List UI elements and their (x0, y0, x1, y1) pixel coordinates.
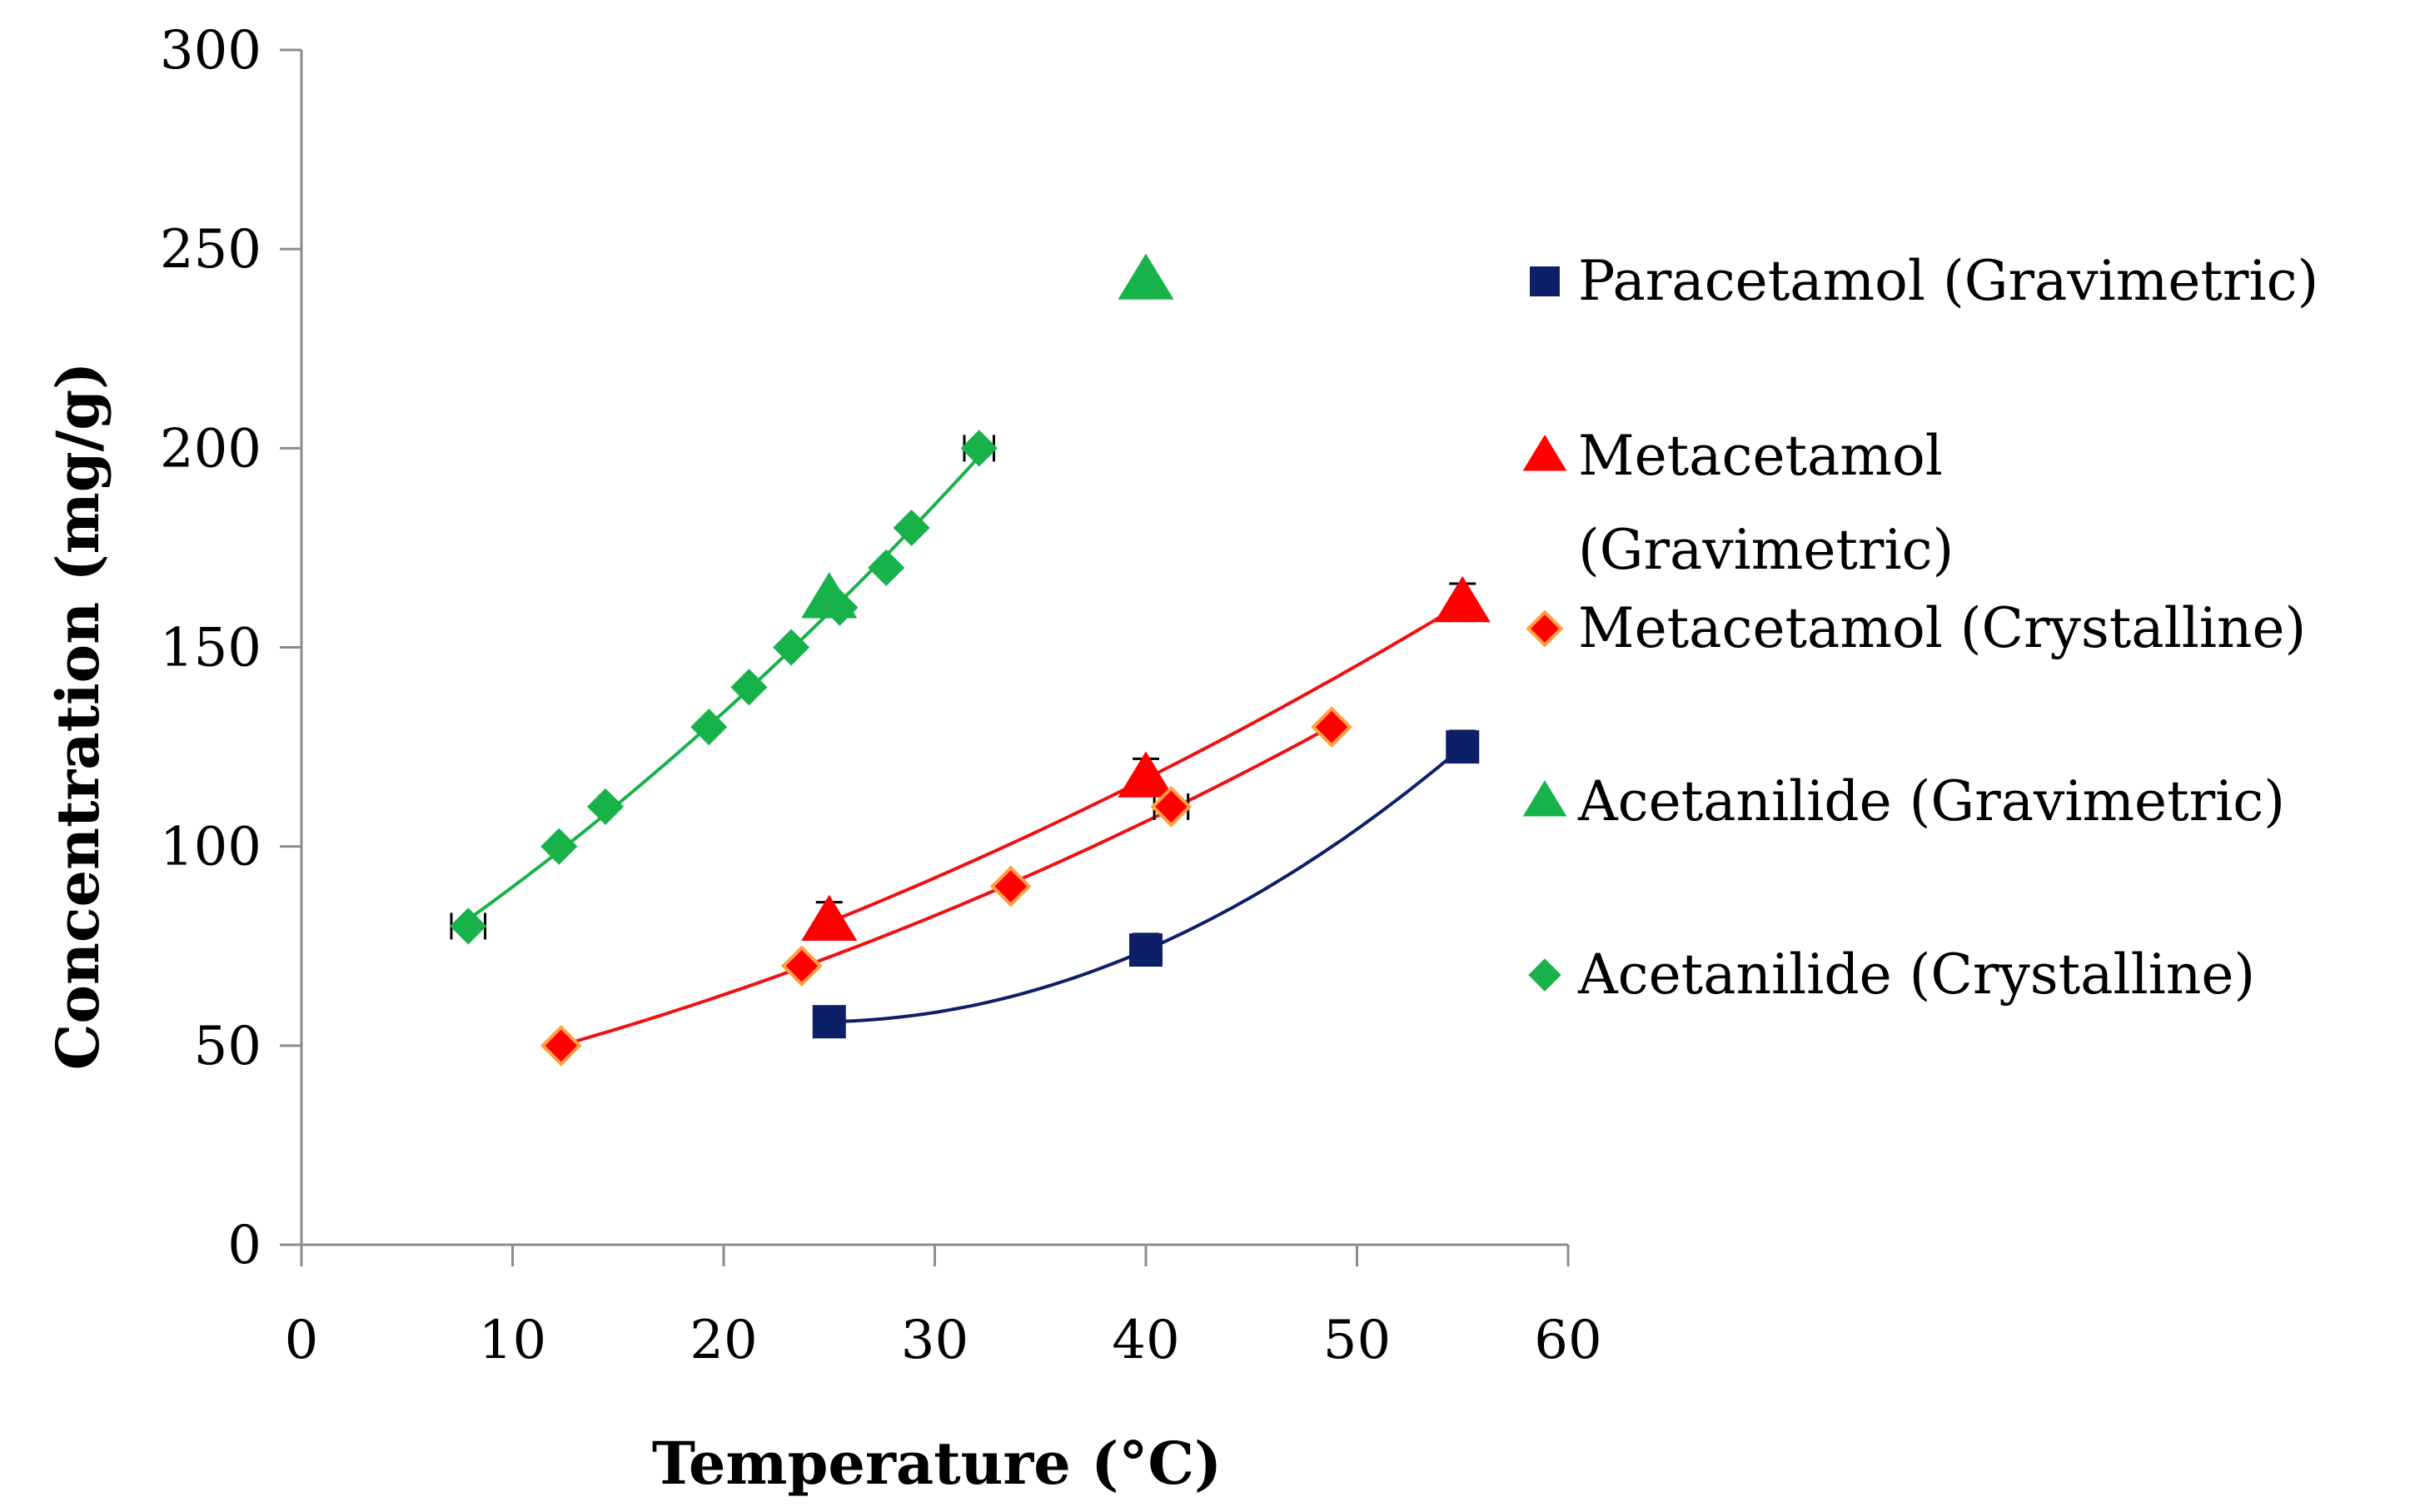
data-point (821, 589, 859, 626)
data-point (540, 828, 578, 865)
data-point (780, 945, 823, 987)
data-point (1446, 730, 1480, 764)
legend-marker (1530, 266, 1560, 296)
x-tick-label: 50 (1323, 1310, 1391, 1371)
legend-label: Metacetamol (1578, 424, 1943, 488)
trendlines (467, 455, 1464, 1047)
legend-entry: Acetanilide (Gravimetric) (1522, 769, 2285, 833)
y-axis-title: Concentration (mg/g) (43, 362, 112, 1071)
legend-entry: Metacetamol (Crystalline) (1526, 596, 2306, 660)
data-point (868, 549, 905, 586)
legend-label: Paracetamol (Gravimetric) (1578, 249, 2318, 313)
y-tick-label: 150 (160, 618, 261, 679)
x-tick-label: 30 (901, 1310, 968, 1371)
data-point (1118, 253, 1174, 300)
legend-entry: Metacetamol (Gravimetric) (1522, 424, 1954, 582)
legend-marker (1526, 609, 1564, 648)
data-markers (450, 253, 1491, 1067)
data-point (773, 629, 810, 666)
data-point (801, 894, 858, 941)
x-tick-label: 10 (479, 1310, 546, 1371)
legend-marker (1528, 958, 1561, 992)
legend-label: Metacetamol (Crystalline) (1578, 596, 2306, 660)
data-point (1434, 575, 1491, 623)
y-tick-label: 200 (160, 418, 261, 480)
data-point (1311, 706, 1352, 749)
data-point (812, 1005, 846, 1039)
y-tick-label: 0 (227, 1215, 261, 1276)
legend: Paracetamol (Gravimetric) Metacetamol (Gra… (1522, 249, 2318, 1007)
data-point (1129, 933, 1163, 967)
y-tick-label: 50 (194, 1016, 261, 1077)
x-tick-label: 60 (1534, 1310, 1601, 1371)
data-point (960, 430, 998, 467)
y-tick-label: 100 (160, 817, 261, 878)
data-point (587, 788, 625, 825)
x-tick-label: 0 (285, 1310, 319, 1371)
legend-label: (Gravimetric) (1578, 518, 1954, 582)
legend-label: Acetanilide (Crystalline) (1577, 943, 2255, 1007)
y-tick-label: 250 (160, 219, 261, 281)
data-point (540, 1024, 582, 1067)
x-tick-label: 20 (690, 1310, 757, 1371)
data-point (690, 709, 728, 746)
y-tick-label: 300 (160, 20, 261, 82)
axes: 0 10 20 30 40 50 60 0 50 100 150 200 250 300 (160, 20, 1602, 1371)
error-bars (450, 435, 1476, 951)
trendline (560, 724, 1333, 1047)
data-point (1150, 785, 1193, 828)
legend-entry: Paracetamol (Gravimetric) (1530, 249, 2318, 313)
x-axis-title: Temperature (°C) (652, 1429, 1222, 1498)
data-point (1118, 751, 1174, 798)
data-point (730, 669, 768, 706)
legend-marker (1522, 780, 1567, 817)
data-point (893, 509, 930, 547)
x-tick-label: 40 (1112, 1310, 1179, 1371)
legend-entry: Acetanilide (Crystalline) (1528, 943, 2255, 1007)
data-point (450, 908, 487, 945)
data-point (989, 865, 1032, 908)
legend-marker (1522, 435, 1567, 471)
legend-label: Acetanilide (Gravimetric) (1577, 769, 2285, 833)
